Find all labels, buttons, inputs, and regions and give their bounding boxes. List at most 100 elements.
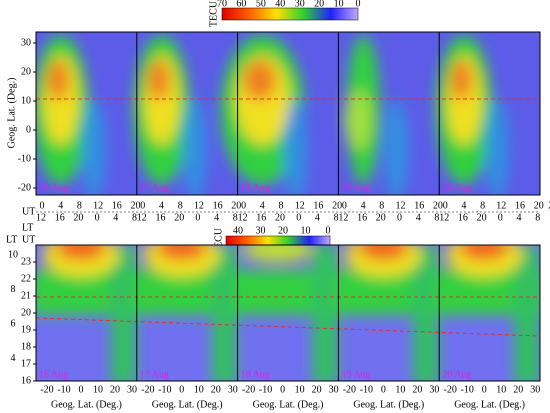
- colorbar-tick: 20: [314, 0, 324, 9]
- colorbar-label: TECU: [213, 227, 224, 254]
- x-tick-label: 10: [496, 384, 506, 395]
- x-tick-label: 12: [36, 212, 46, 223]
- axis-label: LT: [6, 234, 17, 245]
- tec-region: [147, 60, 170, 100]
- x-tick-label: 8: [279, 200, 284, 211]
- panel-label: 19 Aug: [341, 369, 370, 380]
- x-tick-label: 20: [433, 200, 443, 211]
- x-tick-label: 4: [461, 200, 466, 211]
- y-axis-label: Geog. Lat. (Deg.): [6, 78, 17, 149]
- x-tick-label: -20: [343, 384, 356, 395]
- boundary-line: [36, 317, 540, 337]
- x-tick-label: 8: [434, 212, 439, 223]
- colorbar-label: TECU: [208, 0, 219, 27]
- x-tick-label: 0: [195, 212, 200, 223]
- x-tick-label: 0: [498, 212, 503, 223]
- tec-region: [384, 100, 409, 195]
- colorbar: [221, 7, 359, 21]
- x-tick-label: 4: [416, 212, 421, 223]
- x-tick-label: 0: [95, 212, 100, 223]
- x-tick-label: 20: [513, 384, 523, 395]
- x-tick-label: 4: [113, 212, 118, 223]
- colorbar-tick: 50: [256, 0, 266, 9]
- x-axis-label: Geog. Lat. (Deg.): [152, 399, 223, 410]
- x-tick-label: 4: [361, 200, 366, 211]
- x-tick-label: 4: [260, 200, 265, 211]
- x-tick-label: 30: [127, 384, 137, 395]
- heatmap: [36, 245, 540, 381]
- x-tick-label: 24: [548, 200, 550, 211]
- x-axis-label: Geog. Lat. (Deg.): [454, 399, 525, 410]
- x-tick-label: 12: [439, 212, 449, 223]
- x-tick-label: 0: [443, 200, 448, 211]
- tec-region: [156, 245, 207, 260]
- x-tick-label: 4: [517, 212, 522, 223]
- tec-region: [243, 60, 277, 100]
- x-tick-label: 8: [480, 200, 485, 211]
- x-tick-label: 12: [295, 200, 305, 211]
- tec-region: [82, 100, 106, 195]
- x-tick-label: 0: [241, 200, 246, 211]
- x-tick-label: -10: [259, 384, 272, 395]
- y-tick-label: -10: [18, 153, 31, 164]
- tec-region: [485, 100, 510, 195]
- x-tick-label: 10: [295, 384, 305, 395]
- panel-label: 19 Aug: [341, 182, 370, 193]
- x-tick-label: 16: [213, 200, 223, 211]
- x-tick-label: 12: [338, 212, 348, 223]
- x-tick-label: -10: [57, 384, 70, 395]
- colorbar-tick: 70: [217, 0, 227, 9]
- y-tick-label: 10: [21, 95, 31, 106]
- x-tick-label: 8: [132, 212, 137, 223]
- colorbar-tick: 40: [275, 0, 285, 9]
- x-tick-label: 12: [137, 212, 147, 223]
- panel-label: 20 Aug: [442, 182, 471, 193]
- y-tick-label: 16: [21, 375, 31, 386]
- x-tick-label: 4: [315, 212, 320, 223]
- colorbar-tick: 10: [334, 0, 344, 9]
- x-tick-label: 8: [535, 212, 540, 223]
- y-tick-label: 20: [21, 66, 31, 77]
- tec-region: [47, 60, 69, 100]
- x-tick-label: 30: [429, 384, 439, 395]
- x-tick-label: 12: [496, 200, 506, 211]
- tec-region: [358, 245, 409, 260]
- x-tick-label: 12: [194, 200, 204, 211]
- x-tick-label: 16: [55, 212, 65, 223]
- colorbar-tick: 30: [295, 0, 305, 9]
- y-tick-label: 21: [21, 290, 31, 301]
- x-tick-label: 0: [79, 384, 84, 395]
- panel-label: 20 Aug: [442, 369, 471, 380]
- x-tick-label: -20: [444, 384, 457, 395]
- y-tick-label: 0: [26, 124, 31, 135]
- colorbar-tick: 40: [233, 225, 243, 236]
- y-tick-label: 22: [21, 273, 31, 284]
- x-tick-label: 16: [414, 200, 424, 211]
- colorbar-tick: 60: [236, 0, 246, 9]
- x-axis-label: Geog. Lat. (Deg.): [51, 399, 122, 410]
- tec-region: [283, 100, 308, 195]
- tec-region: [344, 90, 373, 150]
- x-tick-label: 12: [396, 200, 406, 211]
- y-tick-label: 30: [21, 37, 31, 48]
- x-tick-label: 10: [93, 384, 103, 395]
- tec-region: [514, 245, 540, 381]
- heatmap: [36, 32, 540, 195]
- colorbar-tick: 20: [278, 225, 288, 236]
- x-tick-label: 0: [381, 384, 386, 395]
- x-tick-label: 20: [376, 212, 386, 223]
- x-tick-label: 20: [110, 384, 120, 395]
- x-tick-label: 0: [342, 200, 347, 211]
- x-tick-label: 0: [482, 384, 487, 395]
- x-tick-label: -20: [40, 384, 53, 395]
- x-tick-label: 12: [238, 212, 248, 223]
- panel-label: 17 Aug: [140, 369, 169, 380]
- frame: [35, 31, 541, 196]
- x-tick-label: 8: [77, 200, 82, 211]
- heatmap: [36, 35, 510, 195]
- x-tick-label: 30: [329, 384, 339, 395]
- panel-label: 17 Aug: [140, 182, 169, 193]
- x-tick-label: 20: [231, 200, 241, 211]
- x-tick-label: 20: [211, 384, 221, 395]
- x-tick-label: 0: [179, 384, 184, 395]
